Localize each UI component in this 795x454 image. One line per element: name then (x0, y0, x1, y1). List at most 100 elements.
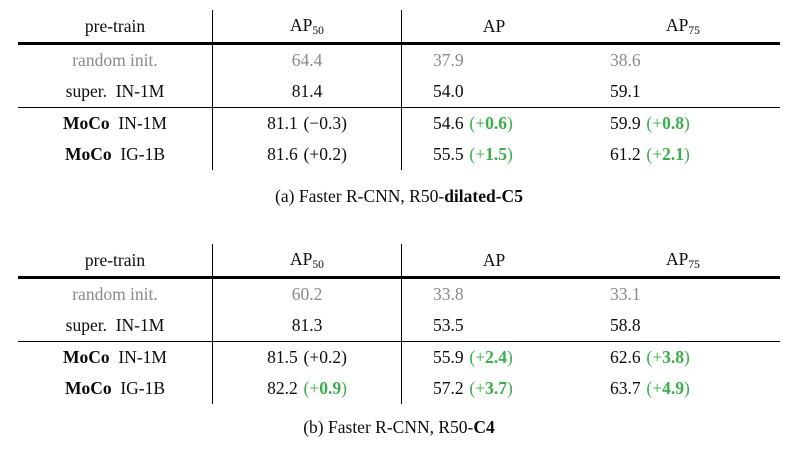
delta-close: ) (341, 347, 347, 367)
metric: 60.2 (292, 284, 323, 305)
row-label: super. IN-1M (66, 81, 165, 102)
row-label-rest: super. IN-1M (65, 81, 165, 101)
delta-open: (+ (303, 144, 320, 164)
row-label: MoCo IN-1M (63, 347, 167, 368)
delta-open: (+ (469, 378, 486, 398)
metric-cell: 55.5 (+1.5) (402, 139, 586, 170)
metric: 55.9 (+2.4) (433, 347, 513, 368)
metric: 59.9 (+0.8) (610, 113, 690, 134)
metric-delta: (+4.9) (646, 378, 689, 398)
metric: 81.1 (−0.3) (267, 113, 347, 134)
metric-value: 37.9 (433, 50, 464, 70)
metric: 82.2 (+0.9) (267, 378, 347, 399)
metric-delta: (+0.6) (469, 113, 512, 133)
metric-value: 58.8 (610, 315, 641, 335)
metric-value: 33.1 (610, 284, 641, 304)
results-table-a: pre-train AP50 AP AP75 random init. 64.4 3… (18, 10, 780, 170)
metric: 55.5 (+1.5) (433, 144, 513, 165)
delta-number: 0.6 (485, 113, 507, 133)
metric-value: 38.6 (610, 50, 641, 70)
metric-value: 57.2 (433, 378, 464, 398)
row-label-cell: super. IN-1M (18, 76, 213, 107)
metric-value: 59.1 (610, 81, 641, 101)
metric-cell: 59.9 (+0.8) (586, 108, 780, 139)
header-ap: AP (482, 249, 506, 270)
row-label-rest: IG-1B (111, 378, 166, 398)
metric-cell: 33.8 (402, 279, 586, 310)
metric-value: 53.5 (433, 315, 464, 335)
header-ap75: AP75 (666, 14, 700, 37)
header-pretrain: pre-train (18, 244, 213, 276)
results-table-b: pre-train AP50 AP AP75 random init. 60.2 3… (18, 244, 780, 404)
delta-number: 1.5 (485, 144, 507, 164)
row-label-cell: MoCo IG-1B (18, 373, 213, 404)
metric: 81.4 (292, 81, 323, 102)
metric-cell: 59.1 (586, 76, 780, 107)
metric: 81.3 (292, 315, 323, 336)
delta-open: (+ (646, 144, 663, 164)
row-label-rest: IG-1B (111, 144, 166, 164)
metric: 54.6 (+0.6) (433, 113, 513, 134)
metric: 63.7 (+4.9) (610, 378, 690, 399)
delta-close: ) (341, 113, 347, 133)
delta-close: ) (506, 347, 513, 367)
delta-number: 3.7 (485, 378, 507, 398)
row-label: MoCo IG-1B (65, 144, 165, 165)
row-label-cell: random init. (18, 279, 213, 310)
metric-cell: 57.2 (+3.7) (402, 373, 586, 404)
metric: 81.6 (+0.2) (267, 144, 347, 165)
metric-value: 81.1 (267, 113, 298, 133)
header-pretrain: pre-train (18, 10, 213, 42)
table-row: random init. 60.2 33.8 33.1 (18, 279, 780, 310)
delta-open: (+ (646, 113, 663, 133)
row-label-bold: MoCo (62, 347, 110, 367)
metric-cell: 38.6 (586, 45, 780, 76)
metric-delta: (+2.1) (646, 144, 689, 164)
metric-value: 55.5 (433, 144, 464, 164)
row-label-cell: random init. (18, 45, 213, 76)
metric-delta: (−0.3) (303, 113, 346, 133)
metric: 33.8 (433, 284, 464, 305)
metric-cell: 81.6 (+0.2) (213, 139, 402, 170)
header-ap50: AP50 (213, 10, 402, 42)
row-label: random init. (72, 284, 158, 305)
delta-close: ) (506, 378, 513, 398)
delta-number: 0.3 (319, 113, 342, 133)
metric-delta: (+2.4) (469, 347, 512, 367)
metric-delta: (+0.2) (303, 347, 346, 367)
metric: 53.5 (433, 315, 464, 336)
metric-cell: 54.0 (402, 76, 586, 107)
table-b-caption: (b) Faster R-CNN, R50-C4 (303, 417, 495, 437)
delta-open: (+ (646, 378, 663, 398)
metric-value: 33.8 (433, 284, 464, 304)
metric-cell: 60.2 (213, 279, 402, 310)
metric: 57.2 (+3.7) (433, 378, 513, 399)
metric-cell: 81.3 (213, 310, 402, 341)
delta-number: 0.9 (319, 378, 342, 398)
metric-value: 61.2 (610, 144, 641, 164)
row-label-cell: MoCo IN-1M (18, 342, 213, 373)
row-label: super. IN-1M (66, 315, 165, 336)
delta-close: ) (341, 144, 347, 164)
metric-value: 54.6 (433, 113, 464, 133)
metric-value: 81.6 (267, 144, 298, 164)
metric: 61.2 (+2.1) (610, 144, 690, 165)
metric-value: 81.5 (267, 347, 298, 367)
delta-number: 0.2 (319, 144, 342, 164)
delta-open: (+ (469, 113, 486, 133)
metric-value: 82.2 (267, 378, 298, 398)
row-label-bold: MoCo (64, 144, 112, 164)
delta-close: ) (683, 144, 690, 164)
delta-open: (+ (303, 347, 320, 367)
metric-cell: 37.9 (402, 45, 586, 76)
metric-delta: (+1.5) (469, 144, 512, 164)
metric-delta: (+3.7) (469, 378, 512, 398)
metric: 59.1 (610, 81, 641, 102)
metric-delta: (+0.2) (303, 144, 346, 164)
delta-open: (+ (646, 347, 663, 367)
row-label-cell: super. IN-1M (18, 310, 213, 341)
table-row: super. IN-1M 81.3 53.5 58.8 (18, 310, 780, 341)
header-ap: AP (482, 15, 506, 36)
table-row: MoCo IG-1B 82.2 (+0.9) 57.2 (+3.7) 63.7 (+4.9) (18, 373, 780, 404)
delta-close: ) (683, 347, 690, 367)
